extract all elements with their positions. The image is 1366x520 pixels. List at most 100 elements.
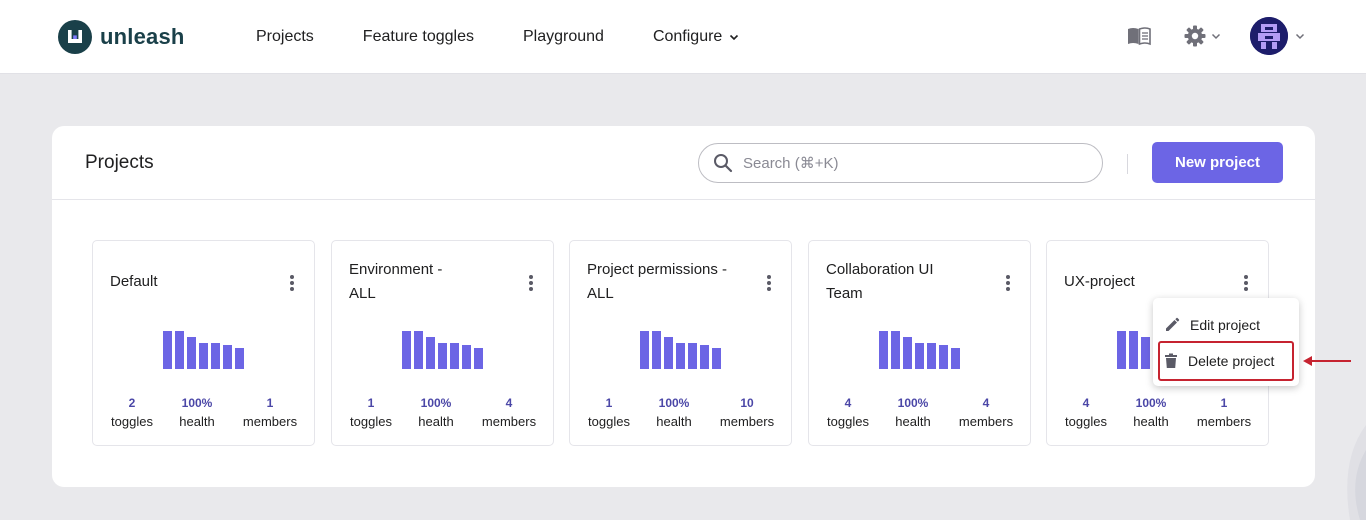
toggles-count: 2 xyxy=(128,396,136,410)
toggles-count: 1 xyxy=(367,396,375,410)
annotation-arrow-icon xyxy=(1303,356,1351,366)
search-icon xyxy=(714,154,733,173)
project-name: Project permissions - ALL xyxy=(587,261,728,302)
health-value: 100% xyxy=(897,396,929,410)
project-name: Collaboration UI Team xyxy=(826,261,934,302)
stat-toggles: 4 toggles xyxy=(826,395,870,431)
pencil-icon xyxy=(1166,317,1180,331)
more-options-icon[interactable] xyxy=(1240,273,1252,293)
background-decoration xyxy=(1347,425,1366,520)
chevron-down-icon xyxy=(1295,33,1305,40)
stat-health: 100% health xyxy=(175,395,219,431)
project-stats: 4 toggles 100% health 4 members xyxy=(809,395,1030,435)
stat-health: 100% health xyxy=(652,395,696,431)
members-label: members xyxy=(958,414,1014,429)
nav-configure-label: Configure xyxy=(652,28,723,45)
stat-members: 1 members xyxy=(1195,395,1253,431)
health-label: health xyxy=(1133,414,1169,429)
toggles-count: 4 xyxy=(844,396,852,410)
toggles-label: toggles xyxy=(1065,414,1107,429)
project-card-default[interactable]: Default 2 toggles 100% health 1 members xyxy=(92,240,315,446)
project-stats: 1 toggles 100% health 10 members xyxy=(570,395,791,435)
project-card-project-permissions-all[interactable]: Project permissions - ALL 1 toggles 100% h… xyxy=(569,240,792,446)
members-count: 1 xyxy=(1220,396,1228,410)
health-bar-chart xyxy=(402,331,483,369)
members-label: members xyxy=(1196,414,1252,429)
project-stats: 1 toggles 100% health 4 members xyxy=(332,395,553,435)
health-value: 100% xyxy=(1135,396,1167,410)
nav-projects[interactable]: Projects xyxy=(256,28,314,46)
project-stats: 2 toggles 100% health 1 members xyxy=(93,395,314,435)
more-options-icon[interactable] xyxy=(525,273,537,293)
project-name: Default xyxy=(110,273,158,290)
nav-configure[interactable]: Configure xyxy=(653,28,740,46)
search-box[interactable] xyxy=(698,143,1103,183)
stat-health: 100% health xyxy=(1129,395,1173,431)
toggles-label: toggles xyxy=(588,414,630,429)
docs-icon xyxy=(1128,27,1151,46)
stat-toggles: 1 toggles xyxy=(587,395,631,431)
project-name: Environment - ALL xyxy=(349,261,443,302)
members-count: 4 xyxy=(982,396,990,410)
gear-icon xyxy=(1184,25,1206,47)
divider xyxy=(1127,154,1128,174)
more-options-icon[interactable] xyxy=(286,273,298,293)
nav-playground[interactable]: Playground xyxy=(523,28,604,46)
more-options-icon[interactable] xyxy=(1002,273,1014,293)
health-label: health xyxy=(418,414,454,429)
chevron-down-icon xyxy=(1211,33,1221,40)
trash-icon xyxy=(1165,353,1177,368)
app-logo[interactable]: unleash xyxy=(58,20,185,54)
health-label: health xyxy=(179,414,215,429)
nav-feature-toggles[interactable]: Feature toggles xyxy=(363,28,474,46)
members-count: 10 xyxy=(740,396,754,410)
health-value: 100% xyxy=(420,396,452,410)
project-card-collaboration-ui-team[interactable]: Collaboration UI Team 4 toggles 100% healt… xyxy=(808,240,1031,446)
nav-projects-label: Projects xyxy=(256,28,314,45)
stat-toggles: 1 toggles xyxy=(349,395,393,431)
delete-project-menu-item[interactable]: Delete project xyxy=(1153,344,1299,378)
unleash-logo-icon xyxy=(58,20,92,54)
delete-project-label: Delete project xyxy=(1188,353,1275,369)
header-actions xyxy=(1127,17,1306,55)
health-bar-chart xyxy=(640,331,721,369)
project-name: UX-project xyxy=(1064,273,1135,290)
members-count: 1 xyxy=(266,396,274,410)
stat-members: 10 members xyxy=(718,395,776,431)
toggles-label: toggles xyxy=(350,414,392,429)
more-options-icon[interactable] xyxy=(763,273,775,293)
project-stats: 4 toggles 100% health 1 members xyxy=(1047,395,1268,435)
edit-project-menu-item[interactable]: Edit project xyxy=(1153,308,1299,342)
health-bar-chart xyxy=(163,331,244,369)
app-name: unleash xyxy=(100,24,185,49)
stat-health: 100% health xyxy=(414,395,458,431)
members-label: members xyxy=(719,414,775,429)
new-project-button[interactable]: New project xyxy=(1152,142,1283,183)
chevron-down-icon xyxy=(730,34,739,41)
docs-button[interactable] xyxy=(1127,26,1151,46)
nav-feature-toggles-label: Feature toggles xyxy=(362,28,474,45)
avatar xyxy=(1250,17,1288,55)
settings-button[interactable] xyxy=(1184,25,1222,47)
health-value: 100% xyxy=(658,396,690,410)
health-bar-chart xyxy=(879,331,960,369)
members-count: 4 xyxy=(505,396,513,410)
health-label: health xyxy=(895,414,931,429)
user-menu-button[interactable] xyxy=(1250,17,1306,55)
edit-project-label: Edit project xyxy=(1190,317,1261,333)
stat-toggles: 2 toggles xyxy=(110,395,154,431)
project-context-menu: Edit project Delete project xyxy=(1153,298,1299,386)
search-input[interactable] xyxy=(743,154,1063,172)
toggles-label: toggles xyxy=(827,414,869,429)
top-bar: unleash Projects Feature toggles Playgro… xyxy=(0,0,1366,74)
stat-toggles: 4 toggles xyxy=(1064,395,1108,431)
nav-playground-label: Playground xyxy=(522,28,604,45)
toggles-count: 4 xyxy=(1082,396,1090,410)
stat-members: 4 members xyxy=(480,395,538,431)
project-card-environment-all[interactable]: Environment - ALL 1 toggles 100% health 4 m… xyxy=(331,240,554,446)
projects-panel: Projects New project Default 2 toggles 10… xyxy=(52,126,1315,487)
members-label: members xyxy=(242,414,298,429)
health-label: health xyxy=(656,414,692,429)
stat-health: 100% health xyxy=(891,395,935,431)
stat-members: 4 members xyxy=(957,395,1015,431)
